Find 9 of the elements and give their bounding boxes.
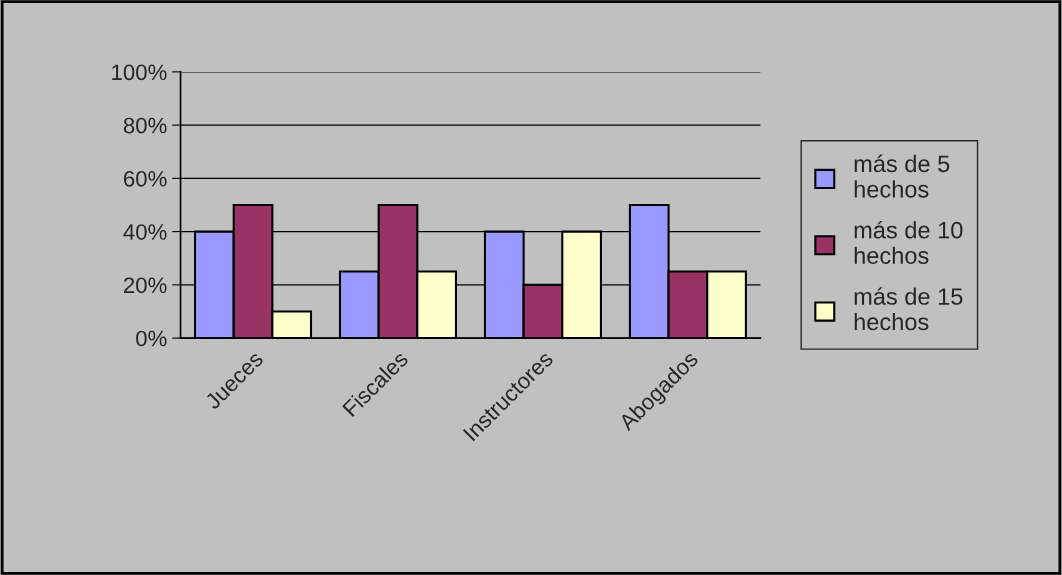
y-tick-label: 20% <box>123 277 167 294</box>
y-tick-label: 0% <box>136 330 167 347</box>
legend-label: más de 5 hechos <box>854 154 950 198</box>
y-tick-label: 80% <box>123 117 167 134</box>
legend-label: más de 10 hechos <box>854 220 963 264</box>
y-tick-label: 40% <box>123 224 167 240</box>
legend-label: más de 15 hechos <box>854 287 963 331</box>
y-tick-label: 60% <box>124 170 167 187</box>
y-tick-label: 100% <box>112 64 167 81</box>
